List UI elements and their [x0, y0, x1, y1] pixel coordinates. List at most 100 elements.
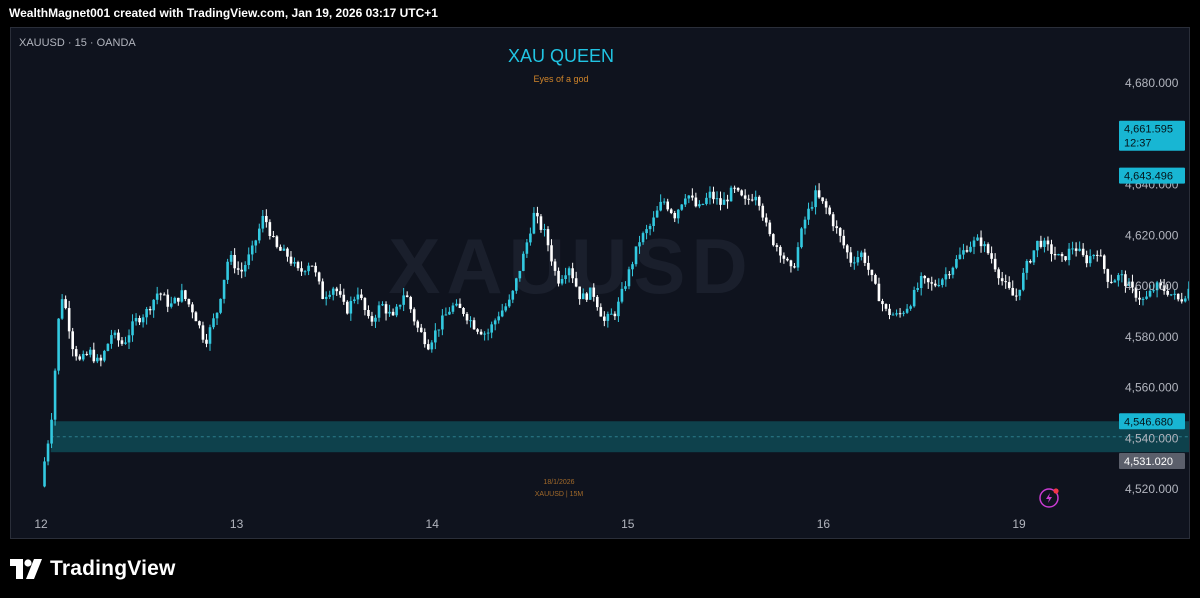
price-chart[interactable]: XAUUSD 4,520.000 4,540.000 4,560.000 4,580.…: [11, 28, 1200, 538]
candle: [603, 311, 606, 327]
candle-body: [1078, 248, 1081, 251]
candle-body: [543, 229, 546, 231]
candle: [205, 333, 208, 348]
candle: [610, 308, 613, 315]
lightning-icon-dot: [1053, 488, 1059, 494]
candle: [884, 303, 888, 312]
candle: [250, 240, 254, 261]
candle-body: [1029, 260, 1032, 263]
candle-body: [891, 314, 895, 316]
candle-body: [972, 240, 976, 247]
candle: [243, 261, 247, 277]
candle: [388, 304, 391, 317]
candle-body: [166, 294, 170, 307]
candle-body: [1187, 288, 1191, 299]
candle-body: [599, 307, 603, 317]
candle-body: [673, 212, 677, 219]
candle-body: [64, 299, 67, 309]
y-tick-label: 4,540.000: [1125, 431, 1179, 445]
candle-body: [1120, 274, 1124, 276]
candle: [307, 262, 310, 276]
candle-body: [286, 248, 289, 257]
candle-body: [367, 310, 370, 317]
candle: [1043, 237, 1046, 253]
y-tick-label: 4,520.000: [1125, 482, 1179, 496]
candle: [483, 331, 486, 341]
candle: [1011, 280, 1015, 296]
lightning-icon-ring: [1039, 488, 1059, 508]
price-label-countdown: 12:37: [1124, 138, 1152, 150]
y-tick-label: 4,680.000: [1125, 76, 1179, 90]
candle-body: [296, 262, 300, 269]
candle: [455, 299, 458, 307]
candle-body: [317, 272, 321, 282]
candle: [986, 242, 990, 255]
candle: [247, 247, 251, 270]
candle: [187, 298, 191, 308]
candle: [722, 192, 726, 205]
candle-body: [969, 246, 972, 252]
lightning-icon-bolt: [1046, 493, 1052, 503]
candle-body: [1057, 254, 1060, 256]
candle: [451, 302, 455, 315]
candle-body: [726, 199, 729, 202]
candle: [110, 329, 113, 349]
candle: [1166, 284, 1169, 297]
candle-body: [574, 278, 578, 287]
candle: [842, 229, 846, 249]
candle-body: [191, 304, 194, 313]
candle-body: [395, 306, 398, 316]
candle-body: [243, 265, 247, 272]
candle: [835, 220, 839, 234]
candle: [588, 287, 592, 300]
candle: [698, 200, 701, 209]
candle: [1131, 274, 1134, 294]
candle-body: [398, 304, 402, 307]
candle: [43, 457, 46, 488]
candle-body: [250, 245, 254, 255]
candle: [624, 281, 627, 292]
candle-body: [289, 256, 293, 264]
candle: [729, 185, 733, 202]
candle-body: [141, 317, 145, 323]
candle: [1022, 268, 1025, 292]
y-tick-label: 4,600.000: [1125, 279, 1179, 293]
candle: [120, 337, 124, 346]
candle-body: [546, 229, 550, 246]
candle-body: [867, 262, 870, 270]
candle: [870, 269, 874, 282]
candle-body: [412, 309, 416, 322]
candle: [676, 208, 680, 224]
footer-brand[interactable]: TradingView: [50, 557, 176, 580]
candle-body: [845, 245, 849, 253]
candle-body: [381, 304, 384, 306]
candle: [152, 299, 155, 318]
candle: [1145, 290, 1148, 300]
candle: [324, 291, 328, 306]
candle-body: [898, 313, 902, 315]
candle: [103, 349, 106, 363]
candle-body: [1085, 255, 1088, 264]
candle: [863, 248, 867, 267]
candle-body: [169, 303, 173, 307]
candle-body: [1025, 260, 1029, 273]
candle: [645, 224, 648, 240]
candle-body: [617, 301, 620, 317]
candle-body: [606, 313, 610, 321]
candle: [965, 245, 969, 253]
candle-body: [1173, 293, 1176, 295]
candle: [96, 354, 99, 364]
candle: [173, 296, 177, 304]
candle-body: [729, 187, 733, 202]
candle: [1155, 280, 1159, 298]
candle: [1000, 271, 1004, 286]
candle-body: [1050, 244, 1053, 255]
chart-frame[interactable]: XAUUSD 4,520.000 4,540.000 4,560.000 4,580.…: [10, 27, 1200, 539]
candle: [972, 236, 976, 255]
candle: [747, 194, 750, 205]
candle-body: [303, 271, 307, 273]
candle: [705, 192, 708, 206]
candle: [515, 277, 518, 294]
candle: [902, 310, 905, 317]
candle: [740, 189, 743, 197]
